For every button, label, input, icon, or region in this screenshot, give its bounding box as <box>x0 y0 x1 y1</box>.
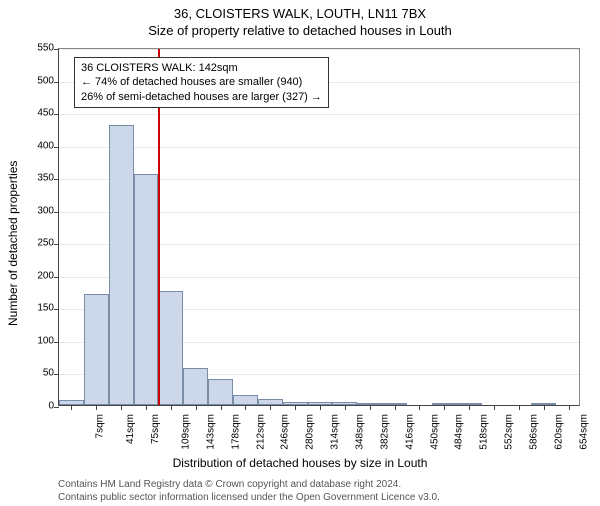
y-tick-label: 400 <box>0 140 54 151</box>
x-tick-mark <box>444 405 445 410</box>
y-tick-label: 100 <box>0 335 54 346</box>
x-tick-mark <box>569 405 570 410</box>
x-tick-label: 450sqm <box>429 414 440 450</box>
x-tick-label: 348sqm <box>355 414 366 450</box>
x-tick-mark <box>345 405 346 410</box>
plot-area: 36 CLOISTERS WALK: 142sqm← 74% of detach… <box>58 48 580 406</box>
x-tick-mark <box>270 405 271 410</box>
y-tick-mark <box>54 407 59 408</box>
x-tick-mark <box>295 405 296 410</box>
x-tick-mark <box>196 405 197 410</box>
y-tick-mark <box>54 114 59 115</box>
y-tick-mark <box>54 309 59 310</box>
x-tick-mark <box>245 405 246 410</box>
annotation-line: 26% of semi-detached houses are larger (… <box>81 90 322 104</box>
footer-line-2: Contains public sector information licen… <box>58 491 440 504</box>
x-tick-label: 552sqm <box>504 414 515 450</box>
x-tick-mark <box>146 405 147 410</box>
x-tick-mark <box>395 405 396 410</box>
grid-line <box>59 49 579 50</box>
y-tick-label: 350 <box>0 173 54 184</box>
histogram-bar <box>84 294 109 405</box>
x-tick-label: 416sqm <box>404 414 415 450</box>
x-tick-mark <box>121 405 122 410</box>
x-tick-label: 382sqm <box>379 414 390 450</box>
histogram-bar <box>109 125 134 405</box>
y-tick-label: 550 <box>0 43 54 54</box>
histogram-bar <box>233 395 258 405</box>
y-tick-label: 300 <box>0 205 54 216</box>
y-tick-mark <box>54 212 59 213</box>
x-tick-mark <box>96 405 97 410</box>
y-tick-label: 0 <box>0 401 54 412</box>
x-tick-label: 7sqm <box>95 414 106 438</box>
annotation-line: ← 74% of detached houses are smaller (94… <box>81 75 322 89</box>
x-tick-label: 246sqm <box>280 414 291 450</box>
x-tick-label: 178sqm <box>230 414 241 450</box>
y-tick-mark <box>54 49 59 50</box>
histogram-bar <box>208 379 233 405</box>
x-tick-label: 620sqm <box>553 414 564 450</box>
sub-title: Size of property relative to detached ho… <box>0 23 600 38</box>
x-tick-mark <box>171 405 172 410</box>
y-tick-label: 200 <box>0 270 54 281</box>
x-tick-mark <box>221 405 222 410</box>
main-title: 36, CLOISTERS WALK, LOUTH, LN11 7BX <box>0 6 600 21</box>
y-tick-mark <box>54 342 59 343</box>
annotation-box: 36 CLOISTERS WALK: 142sqm← 74% of detach… <box>74 57 329 108</box>
x-tick-label: 109sqm <box>181 414 192 450</box>
x-tick-label: 654sqm <box>578 414 589 450</box>
histogram-bar <box>183 368 208 405</box>
y-tick-label: 250 <box>0 238 54 249</box>
x-tick-label: 314sqm <box>330 414 341 450</box>
y-tick-mark <box>54 374 59 375</box>
y-tick-mark <box>54 244 59 245</box>
grid-line <box>59 147 579 148</box>
x-tick-label: 41sqm <box>125 414 136 444</box>
x-tick-mark <box>494 405 495 410</box>
y-tick-label: 500 <box>0 75 54 86</box>
y-tick-mark <box>54 147 59 148</box>
chart-container: 36, CLOISTERS WALK, LOUTH, LN11 7BX Size… <box>0 6 600 506</box>
x-tick-mark <box>544 405 545 410</box>
histogram-bar <box>158 291 183 405</box>
x-tick-label: 75sqm <box>150 414 161 444</box>
x-tick-label: 143sqm <box>205 414 216 450</box>
x-tick-mark <box>519 405 520 410</box>
x-tick-mark <box>419 405 420 410</box>
x-tick-label: 484sqm <box>454 414 465 450</box>
annotation-line: 36 CLOISTERS WALK: 142sqm <box>81 61 322 75</box>
histogram-bar <box>134 174 159 405</box>
x-tick-label: 518sqm <box>479 414 490 450</box>
x-tick-label: 586sqm <box>529 414 540 450</box>
grid-line <box>59 114 579 115</box>
x-tick-mark <box>320 405 321 410</box>
footer-text: Contains HM Land Registry data © Crown c… <box>58 478 440 504</box>
y-tick-mark <box>54 82 59 83</box>
y-tick-label: 150 <box>0 303 54 314</box>
x-tick-label: 212sqm <box>255 414 266 450</box>
footer-line-1: Contains HM Land Registry data © Crown c… <box>58 478 440 491</box>
x-tick-mark <box>469 405 470 410</box>
x-tick-label: 280sqm <box>305 414 316 450</box>
y-tick-label: 450 <box>0 108 54 119</box>
y-tick-mark <box>54 179 59 180</box>
x-tick-mark <box>71 405 72 410</box>
x-tick-mark <box>370 405 371 410</box>
y-tick-label: 50 <box>0 368 54 379</box>
y-tick-mark <box>54 277 59 278</box>
x-axis-label: Distribution of detached houses by size … <box>0 456 600 470</box>
